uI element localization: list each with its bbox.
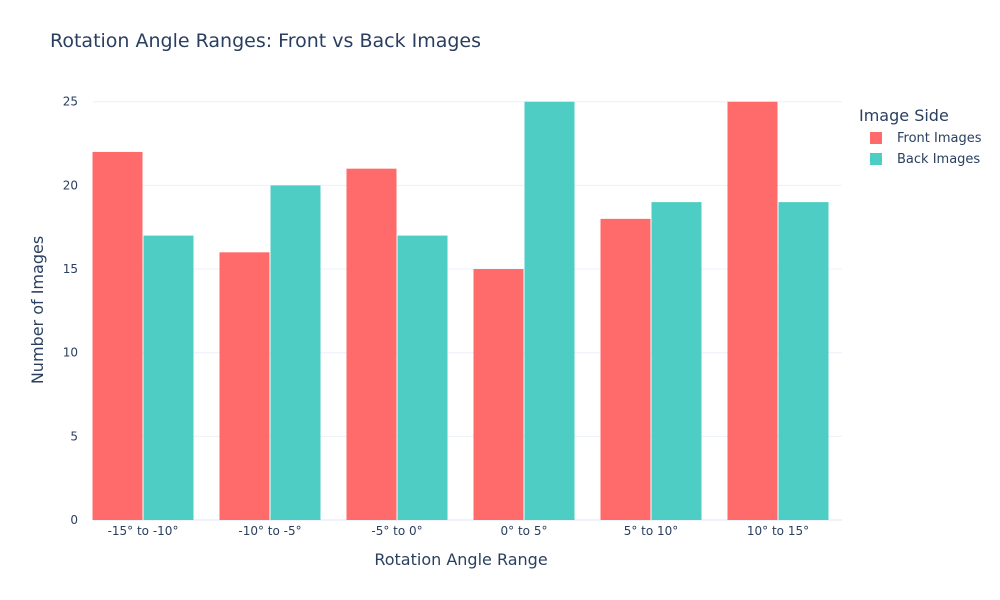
bar-back[interactable] bbox=[143, 235, 194, 520]
bar-front[interactable] bbox=[346, 168, 397, 521]
bar-front[interactable] bbox=[600, 218, 651, 520]
legend-label: Front Images bbox=[897, 130, 982, 146]
bar-front[interactable] bbox=[473, 269, 524, 520]
legend-label: Back Images bbox=[897, 151, 981, 167]
x-tick-label: 10° to 15° bbox=[747, 524, 809, 538]
legend-item[interactable]: Back Images bbox=[870, 150, 980, 168]
y-tick-label: 10 bbox=[63, 346, 78, 360]
x-tick-label: -10° to -5° bbox=[238, 524, 301, 538]
bar-front[interactable] bbox=[727, 101, 778, 520]
y-axis-title: Number of Images bbox=[28, 236, 47, 384]
y-tick-label: 15 bbox=[63, 262, 78, 276]
x-tick-label: -5° to 0° bbox=[371, 524, 422, 538]
chart-title: Rotation Angle Ranges: Front vs Back Ima… bbox=[50, 30, 482, 52]
y-tick-label: 25 bbox=[63, 95, 78, 109]
bar-back[interactable] bbox=[397, 235, 448, 520]
x-tick-label: 5° to 10° bbox=[624, 524, 679, 538]
bar-back[interactable] bbox=[270, 185, 321, 521]
y-tick-label: 0 bbox=[70, 513, 78, 527]
bar-back[interactable] bbox=[651, 202, 702, 520]
bar-back[interactable] bbox=[778, 202, 829, 520]
x-axis-title: Rotation Angle Range bbox=[374, 550, 547, 569]
legend-title: Image Side bbox=[859, 106, 949, 125]
bar-back[interactable] bbox=[524, 101, 575, 520]
x-tick-label: 0° to 5° bbox=[501, 524, 548, 538]
legend-item[interactable]: Front Images bbox=[870, 129, 982, 147]
x-tick-label: -15° to -10° bbox=[108, 524, 179, 538]
legend-swatch bbox=[870, 153, 882, 165]
bar-front[interactable] bbox=[219, 252, 270, 520]
y-tick-label: 5 bbox=[70, 429, 78, 443]
legend-swatch bbox=[870, 132, 882, 144]
y-tick-label: 20 bbox=[63, 178, 78, 192]
bar-front[interactable] bbox=[92, 151, 143, 521]
